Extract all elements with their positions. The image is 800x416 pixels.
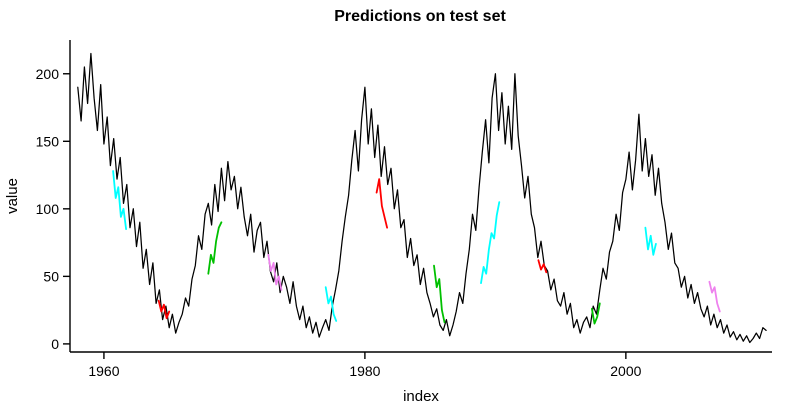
series-prediction-cyan-1977 bbox=[324, 286, 338, 322]
x-tick-label: 2000 bbox=[610, 363, 641, 379]
x-tick-label: 1980 bbox=[349, 363, 380, 379]
y-axis-label: value bbox=[4, 178, 21, 214]
plot-content: 0 50 100 150 200 1960 1980 2000 bbox=[36, 40, 772, 379]
x-tick-label: 1960 bbox=[88, 363, 119, 379]
series-prediction-red-1964 bbox=[157, 299, 171, 320]
y-tick-label: 50 bbox=[43, 268, 59, 284]
series-prediction-green-1997 bbox=[591, 302, 601, 325]
y-tick-label: 0 bbox=[51, 336, 59, 352]
series-prediction-red-1981 bbox=[375, 178, 389, 229]
series-prediction-cyan-1961 bbox=[112, 170, 127, 231]
series-prediction-green-1985 bbox=[433, 264, 446, 324]
y-tick-label: 150 bbox=[36, 133, 60, 149]
series-actual-observed bbox=[77, 52, 767, 344]
series-prediction-red-1993 bbox=[537, 259, 548, 274]
y-tick-label: 100 bbox=[36, 201, 60, 217]
series-prediction-violet-1973 bbox=[267, 253, 283, 291]
series-prediction-cyan-2001 bbox=[644, 226, 657, 256]
series-prediction-cyan-1989 bbox=[480, 201, 501, 285]
x-axis-label: index bbox=[403, 388, 439, 405]
series-prediction-green-1968 bbox=[207, 221, 223, 275]
series-prediction-violet-2006 bbox=[708, 280, 721, 313]
chart-title: Predictions on test set bbox=[334, 8, 506, 25]
y-tick-label: 200 bbox=[36, 66, 60, 82]
